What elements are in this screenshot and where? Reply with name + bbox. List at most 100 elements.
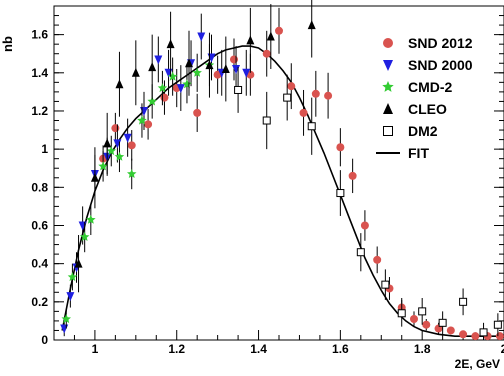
data-point-cleo [115, 79, 124, 89]
y-tick-label: 0.8 [31, 180, 48, 194]
y-tick-label: 0 [41, 333, 48, 347]
data-point-snd-2000 [232, 64, 241, 74]
data-point-snd-2000 [66, 292, 75, 302]
data-point-snd-2012 [446, 326, 455, 335]
legend-marker-snd-2012 [383, 38, 393, 48]
fit-layer [61, 45, 504, 337]
data-point-snd-2000 [123, 133, 132, 143]
data-point-cmd-2 [98, 161, 108, 171]
data-point-cmd-2 [137, 115, 147, 125]
legend-label-dm2: DM2 [408, 123, 438, 139]
legend-marker-dm2 [383, 126, 393, 136]
x-tick-label: 2 [501, 342, 504, 356]
x-tick-label: 1.4 [250, 342, 267, 356]
data-point-snd-2012 [193, 108, 202, 117]
data-point-snd-2012 [299, 108, 308, 117]
data-point-cleo [246, 35, 255, 45]
data-point-snd-2000 [176, 84, 185, 94]
data-point-cmd-2 [114, 151, 125, 161]
data-point-cleo [221, 63, 230, 73]
data-point-cmd-2 [192, 67, 202, 77]
data-point-cleo [266, 31, 275, 41]
data-point-snd-2000 [207, 53, 216, 63]
data-point-snd-2012 [373, 255, 382, 264]
data-point-snd-2012 [410, 315, 418, 324]
data-point-snd-2012 [471, 332, 480, 341]
data-point-snd-2012 [495, 332, 504, 341]
x-tick-label: 1.6 [332, 342, 349, 356]
data-point-cleo [103, 138, 112, 148]
data-point-snd-2012 [336, 143, 345, 152]
y-tick-label: 1.4 [31, 66, 48, 80]
data-point-cleo [166, 39, 175, 49]
data-point-dm2 [262, 116, 271, 125]
y-tick-label: 1.6 [31, 28, 48, 42]
y-tick-label: 1.2 [31, 104, 48, 118]
legend-label-fit: FIT [408, 145, 429, 161]
data-point-cmd-2 [67, 272, 78, 282]
legend-marker-cleo [383, 103, 393, 114]
data-point-dm2 [418, 307, 427, 316]
data-point-dm2 [307, 122, 316, 131]
data-point-cmd-2 [157, 83, 168, 93]
data-point-dm2 [438, 318, 447, 327]
x-tick-label: 1 [92, 342, 99, 356]
data-point-dm2 [234, 85, 243, 94]
data-point-snd-2012 [287, 82, 296, 91]
data-point-snd-2012 [422, 320, 431, 329]
legend-marker-cmd-2 [382, 81, 394, 92]
y-tick-label: 0.6 [31, 218, 48, 232]
data-point-cleo [185, 58, 193, 68]
data-point-snd-2012 [127, 141, 136, 150]
data-point-dm2 [493, 320, 502, 329]
data-point-snd-2000 [154, 55, 163, 65]
data-point-cleo [205, 60, 214, 70]
data-point-dm2 [459, 297, 468, 306]
legend-label-snd-2012: SND 2012 [408, 35, 473, 51]
y-tick-label: 0.4 [31, 257, 48, 271]
data-point-snd-2012 [230, 55, 238, 64]
data-point-dm2 [381, 280, 390, 289]
data-point-cmd-2 [147, 96, 157, 106]
data-point-cleo [74, 258, 83, 268]
data-point-snd-2000 [242, 68, 251, 78]
data-point-snd-2012 [459, 330, 468, 339]
data-point-snd-2000 [197, 32, 206, 42]
data-point-dm2 [283, 93, 292, 102]
y-axis-label: nb [0, 36, 15, 52]
data-point-snd-2012 [324, 91, 333, 100]
data-point-snd-2012 [144, 120, 153, 129]
data-point-cleo [131, 67, 140, 77]
data-point-cmd-2 [167, 71, 178, 81]
data-point-cleo [90, 172, 99, 182]
data-point-snd-2012 [360, 221, 369, 230]
data-point-cleo [307, 20, 316, 30]
legend-marker-snd-2000 [383, 60, 393, 71]
legend-label-cmd-2: CMD-2 [408, 79, 453, 95]
data-point-dm2 [336, 189, 345, 198]
x-tick-label: 1.2 [168, 342, 185, 356]
points-layer [60, 0, 504, 341]
axes: 1 1.2 1.4 1.6 1.8 2 0 0.2 0.4 0.6 0.8 1 1.2 1.4 1.6 [31, 5, 504, 356]
fit-curve [61, 45, 504, 337]
legend-label-cleo: CLEO [408, 101, 447, 117]
data-point-dm2 [356, 248, 365, 257]
data-point-cmd-2 [106, 146, 116, 156]
data-point-snd-2012 [348, 171, 357, 180]
data-point-cleo [148, 62, 157, 72]
data-point-cmd-2 [86, 214, 96, 224]
data-point-cmd-2 [79, 231, 90, 241]
data-point-dm2 [397, 309, 406, 318]
legend: SND 2012 SND 2000 CMD-2 CLEO DM2 FIT [376, 35, 473, 161]
data-point-snd-2012 [160, 93, 169, 102]
x-axis-label: 2E, GeV [455, 357, 500, 371]
legend-label-snd-2000: SND 2000 [408, 57, 473, 73]
x-tick-label: 1.8 [414, 342, 431, 356]
data-point-snd-2012 [275, 26, 283, 35]
data-point-snd-2012 [311, 89, 320, 98]
data-point-snd-2000 [60, 324, 69, 334]
data-point-cmd-2 [127, 169, 137, 178]
y-tick-label: 1 [41, 142, 48, 156]
